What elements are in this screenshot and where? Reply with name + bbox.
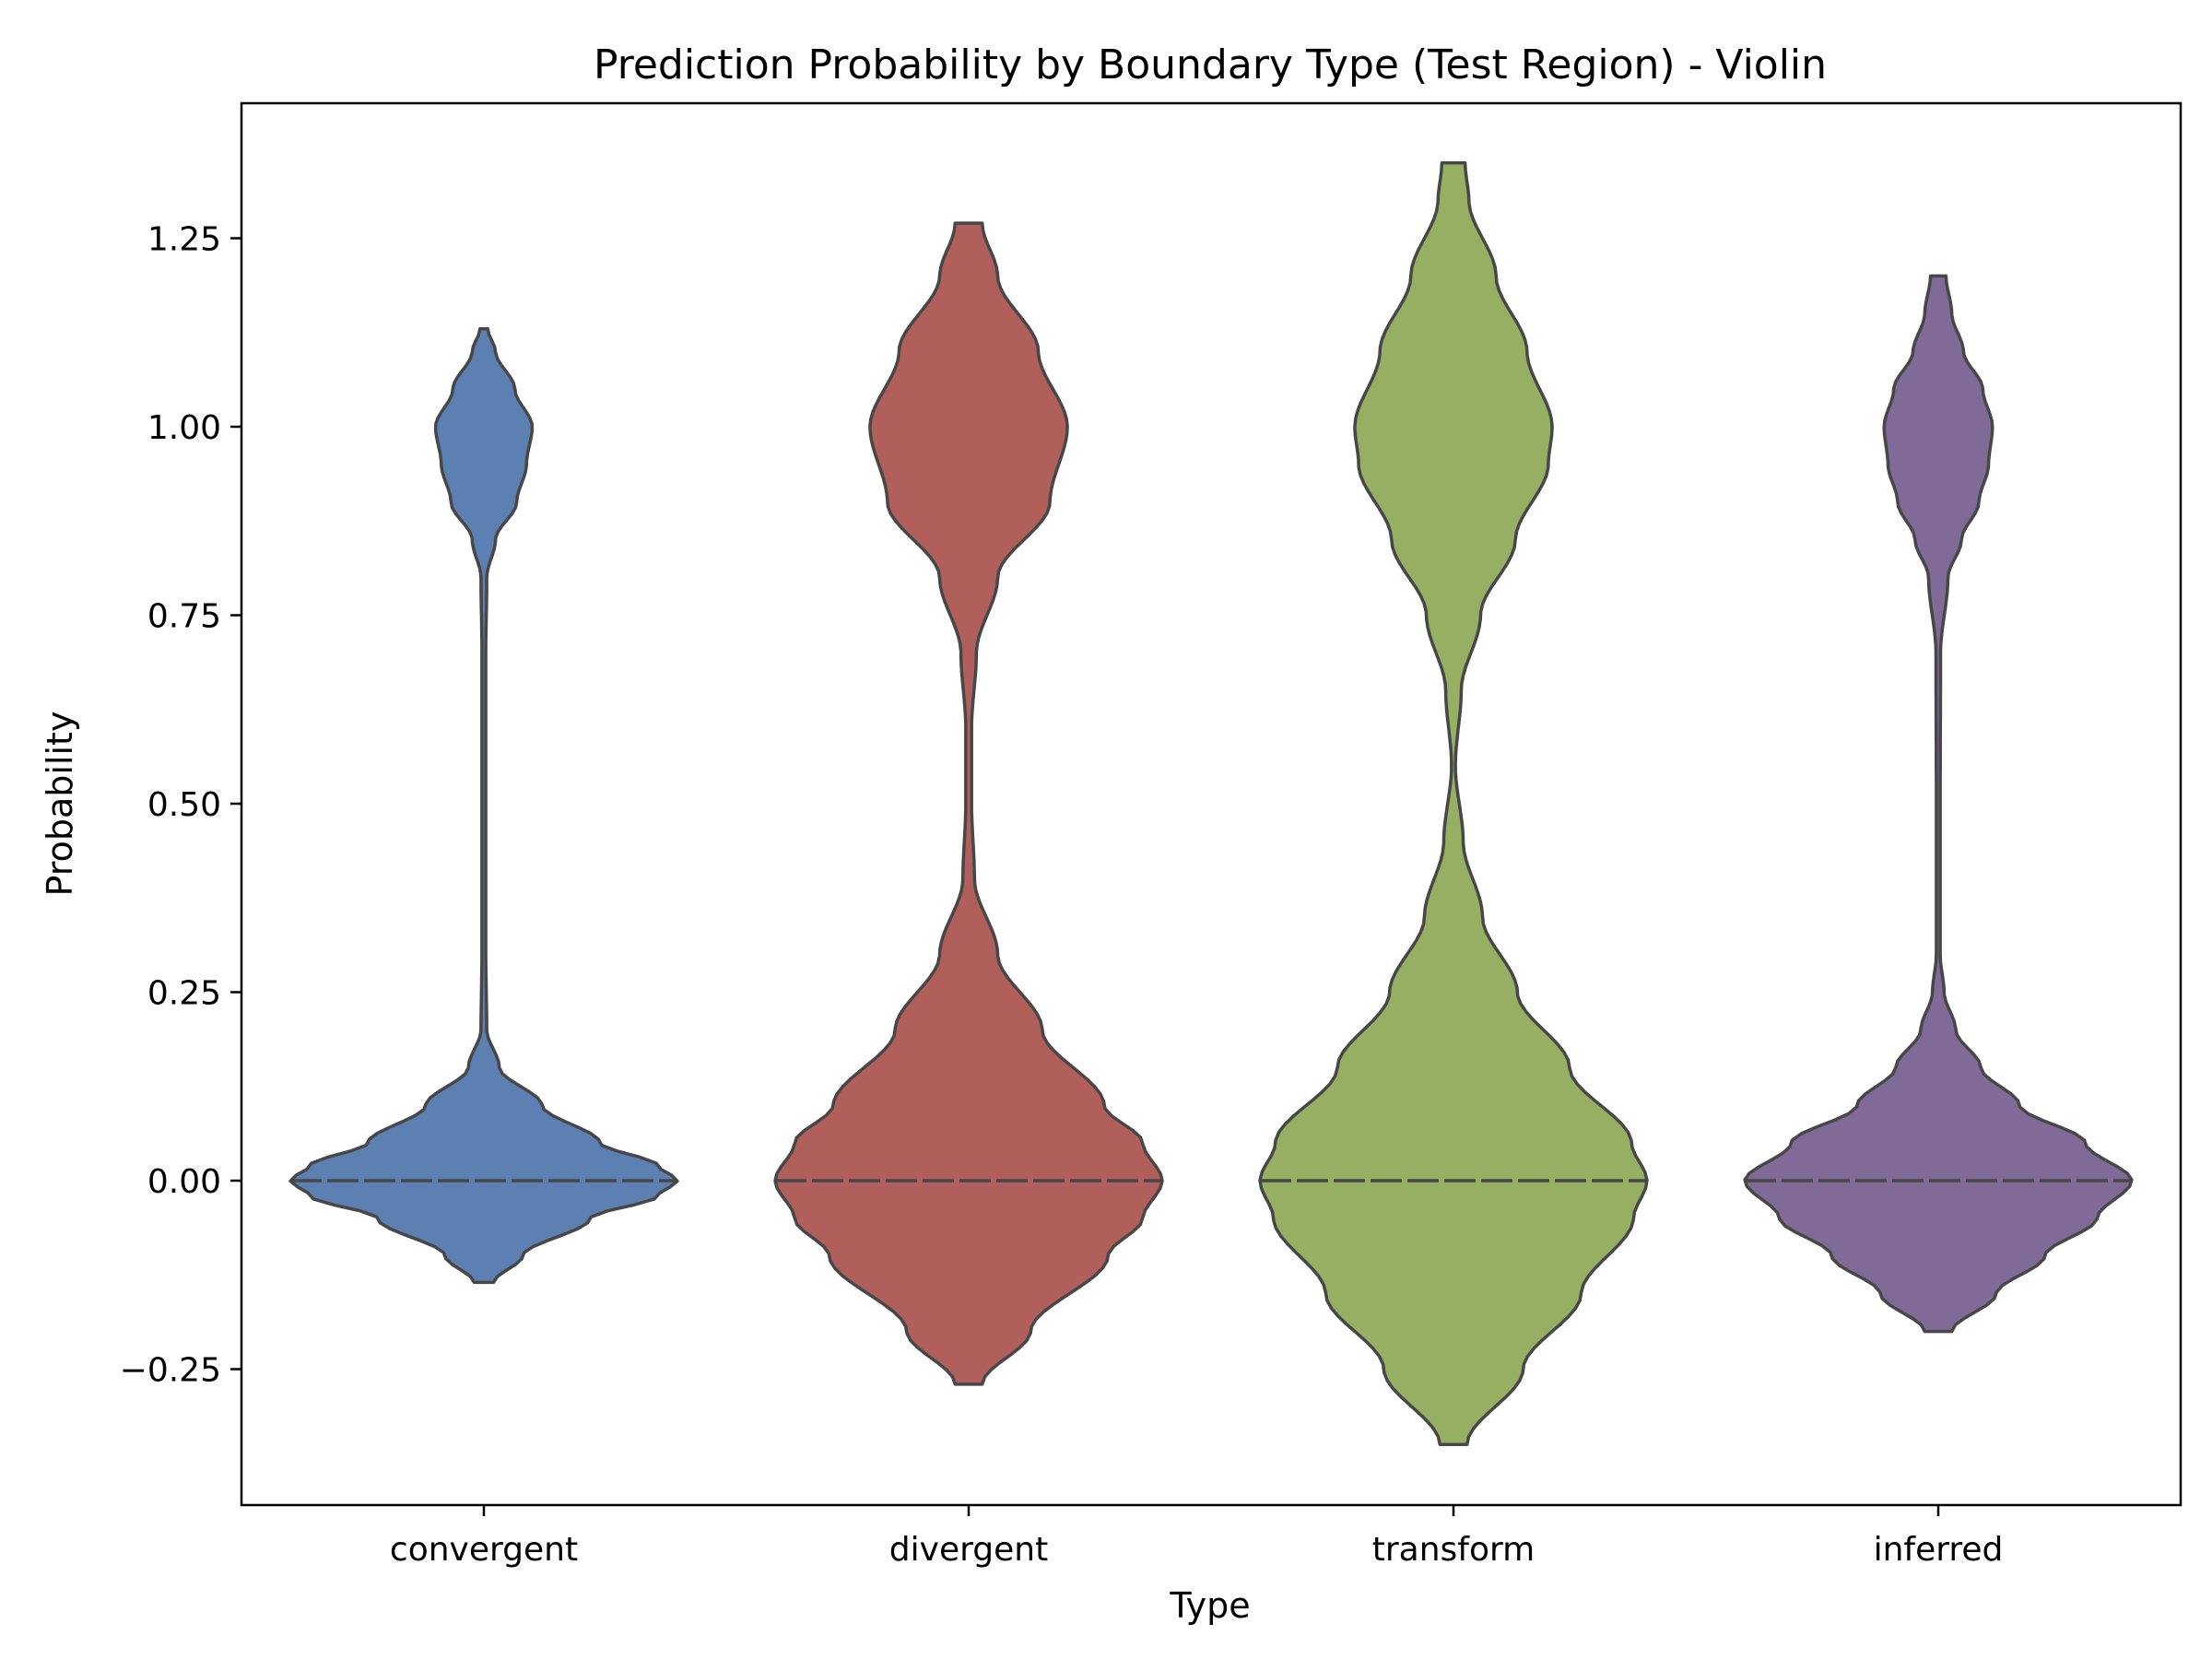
chart-title: Prediction Probability by Boundary Type … [594,41,1827,88]
x-tick-label-inferred: inferred [1874,1531,2004,1569]
y-axis-label: Probability [40,712,80,897]
y-tick-label: 0.00 [147,1163,221,1201]
y-axis: −0.25 0.00 0.25 0.50 0.75 1.00 1.25 [120,221,241,1390]
x-tick-label-divergent: divergent [889,1531,1048,1569]
y-tick-label: −0.25 [120,1352,221,1390]
x-axis: convergent divergent transform inferred [390,1505,2004,1569]
violin-transform [1258,160,1649,1447]
y-tick-label: 1.00 [147,409,221,447]
violin-divergent [773,221,1164,1386]
y-tick-label: 0.50 [147,786,221,824]
y-tick-label: 0.75 [147,598,221,636]
x-tick-label-transform: transform [1372,1531,1535,1569]
violin-group [288,160,2134,1447]
violin-convergent [288,326,679,1285]
violin-inferred [1743,274,2134,1334]
y-tick-label: 1.25 [147,221,221,259]
x-axis-label: Type [1169,1585,1250,1626]
y-tick-label: 0.25 [147,975,221,1013]
x-tick-label-convergent: convergent [390,1531,578,1569]
